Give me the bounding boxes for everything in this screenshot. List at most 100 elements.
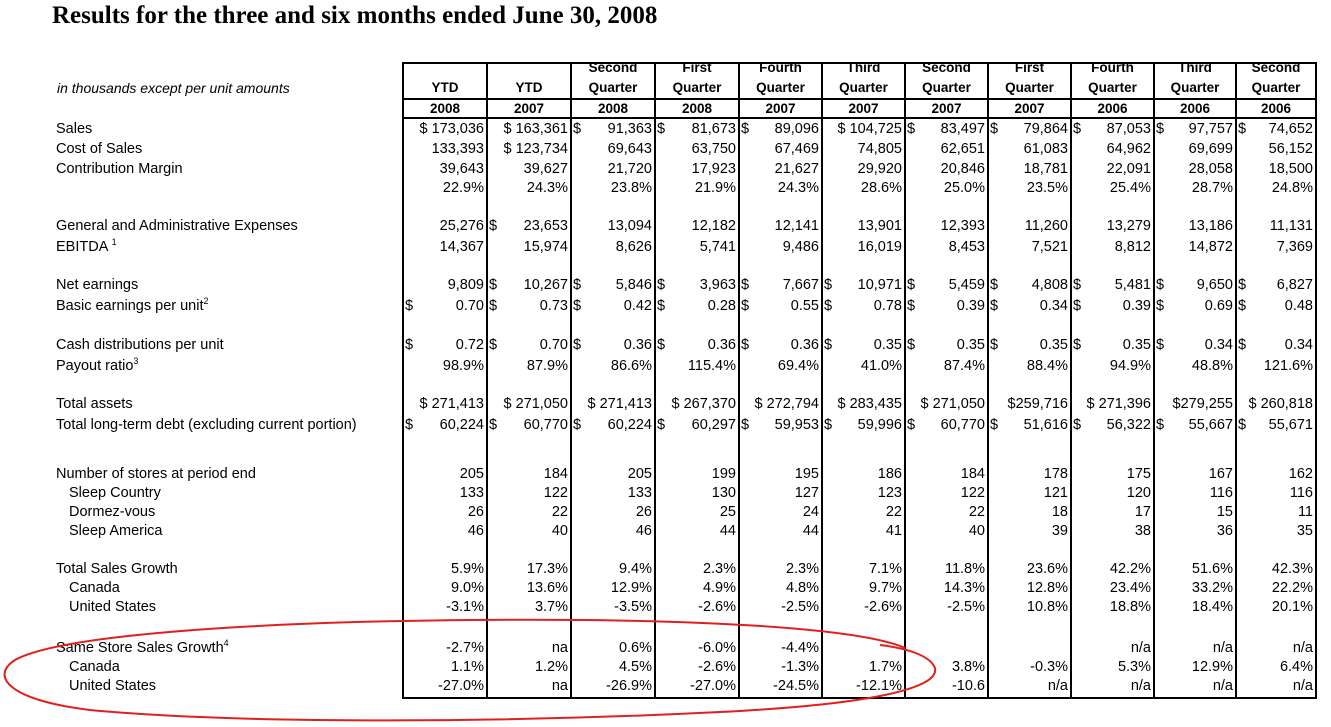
table-cell: 44 — [655, 522, 739, 540]
cell-value: 116 — [1209, 485, 1233, 501]
column-rule — [570, 62, 572, 697]
header-top-rule — [402, 62, 1317, 64]
table-cell: 39,627 — [487, 160, 571, 178]
cell-value: 20.1% — [1271, 599, 1313, 615]
currency-symbol: $ — [990, 121, 999, 137]
table-cell: n/a — [1071, 639, 1154, 657]
cell-value: 28,058 — [1188, 161, 1233, 177]
cell-value: 184 — [960, 466, 985, 482]
table-cell: 12,182 — [655, 217, 739, 235]
currency-symbol: $ — [824, 417, 833, 433]
cell-value: 0.55 — [790, 298, 819, 314]
currency-symbol: $ — [573, 121, 582, 137]
table-cell: $ 283,435 — [822, 395, 905, 413]
currency-symbol: $ — [489, 417, 498, 433]
cell-value: $ 272,794 — [754, 396, 819, 412]
cell-value: 122 — [960, 485, 985, 501]
currency-symbol: $ — [573, 277, 582, 293]
table-cell: $0.35 — [822, 336, 905, 354]
currency-symbol: $ — [1156, 298, 1165, 314]
currency-symbol: $ — [741, 121, 750, 137]
cell-value: -3.1% — [446, 599, 484, 615]
table-cell: 61,083 — [988, 140, 1071, 158]
currency-symbol: $ — [741, 298, 750, 314]
table-cell: 18.4% — [1154, 598, 1236, 616]
column-rule — [738, 62, 740, 697]
cell-value: 0.78 — [873, 298, 902, 314]
cell-value: 5,459 — [948, 277, 985, 293]
table-cell: n/a — [988, 677, 1071, 695]
table-cell: 13,094 — [571, 217, 655, 235]
table-cell: -6.0% — [655, 639, 739, 657]
table-cell: $0.70 — [403, 297, 487, 315]
cell-value: 51.6% — [1191, 561, 1233, 577]
currency-symbol: $ — [907, 298, 916, 314]
cell-value: $ 104,725 — [837, 121, 902, 137]
cell-value: 7,521 — [1031, 239, 1068, 255]
table-cell: n/a — [1071, 677, 1154, 695]
currency-symbol: $ — [824, 277, 833, 293]
cell-value: 18.4% — [1191, 599, 1233, 615]
cell-value: 25.0% — [943, 180, 985, 196]
cell-value: 63,750 — [691, 141, 736, 157]
cell-value: $279,255 — [1172, 396, 1233, 412]
table-cell: -2.7% — [403, 639, 487, 657]
cell-value: 97,757 — [1188, 121, 1233, 137]
table-cell: 6.4% — [1236, 658, 1316, 676]
table-cell: 21,627 — [739, 160, 822, 178]
currency-symbol: $ — [489, 277, 498, 293]
table-cell: 24 — [739, 503, 822, 521]
cell-value: 87,053 — [1106, 121, 1151, 137]
currency-symbol: $ — [405, 298, 414, 314]
cell-value: 11,260 — [1024, 218, 1068, 234]
cell-value: 89,096 — [774, 121, 819, 137]
row-label: United States — [69, 598, 156, 616]
cell-value: 0.34 — [1284, 337, 1313, 353]
cell-value: 0.36 — [623, 337, 652, 353]
cell-value: 74,805 — [857, 141, 902, 157]
table-cell: 115.4% — [655, 357, 739, 375]
cell-value: 0.36 — [790, 337, 819, 353]
table-cell: 23.5% — [988, 179, 1071, 197]
table-cell: 25,276 — [403, 217, 487, 235]
footnote-marker: 1 — [111, 237, 117, 247]
table-cell: 4.8% — [739, 579, 822, 597]
row-label-text: Net earnings — [56, 277, 139, 293]
cell-value: 42.2% — [1109, 561, 1151, 577]
row-label-text: Cash distributions per unit — [56, 337, 224, 353]
cell-value: 3,963 — [699, 277, 736, 293]
currency-symbol: $ — [405, 337, 414, 353]
table-cell: 22 — [822, 503, 905, 521]
column-header-line2: Quarter — [672, 80, 722, 95]
cell-value: -3.5% — [614, 599, 652, 615]
cell-value: -24.5% — [773, 678, 819, 694]
cell-value: 46 — [635, 523, 652, 539]
table-cell: $0.78 — [822, 297, 905, 315]
cell-value: 46 — [467, 523, 484, 539]
table-cell: 98.9% — [403, 357, 487, 375]
table-cell: $60,224 — [403, 416, 487, 434]
row-label-text: Same Store Sales Growth — [56, 640, 224, 656]
currency-symbol: $ — [990, 337, 999, 353]
table-cell: 5,741 — [655, 238, 739, 256]
cell-value: 123 — [877, 485, 902, 501]
cell-value: 13,094 — [607, 218, 652, 234]
currency-symbol: $ — [1073, 298, 1082, 314]
table-cell: $ 271,413 — [403, 395, 487, 413]
table-cell: 15 — [1154, 503, 1236, 521]
cell-value: 7.1% — [868, 561, 902, 577]
currency-symbol: $ — [907, 277, 916, 293]
table-cell: 7.1% — [822, 560, 905, 578]
cell-value: 205 — [627, 466, 652, 482]
table-cell: 13.6% — [487, 579, 571, 597]
cell-value: 22 — [968, 504, 985, 520]
cell-value: 127 — [794, 485, 819, 501]
table-cell: 127 — [739, 484, 822, 502]
table-cell — [905, 639, 988, 657]
table-cell: 51.6% — [1154, 560, 1236, 578]
cell-value: 18,781 — [1023, 161, 1068, 177]
table-cell: $0.35 — [988, 336, 1071, 354]
cell-value: 120 — [1126, 485, 1151, 501]
cell-value: 178 — [1043, 466, 1068, 482]
column-header-year: 2008 — [681, 101, 713, 116]
